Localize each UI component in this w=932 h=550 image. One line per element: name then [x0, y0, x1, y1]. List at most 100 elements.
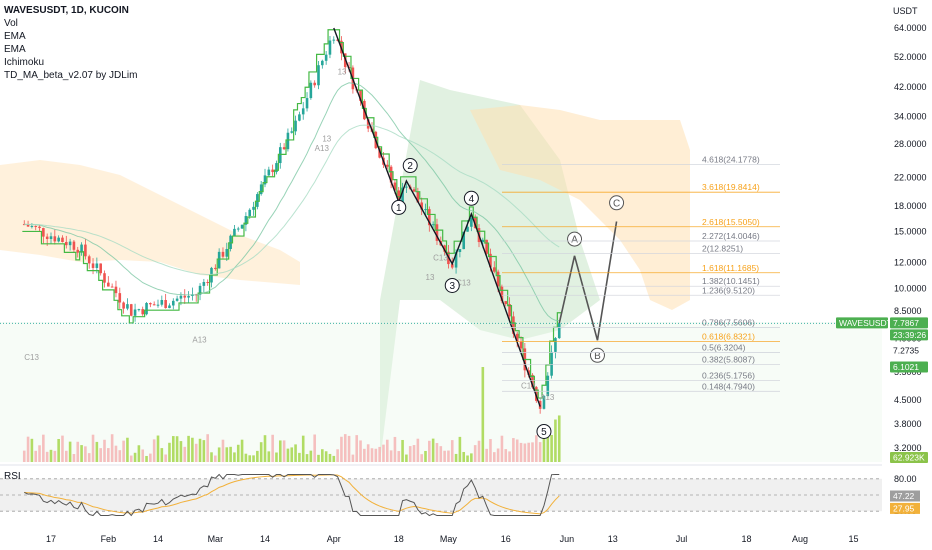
candle-body	[324, 54, 328, 61]
volume-bar	[366, 444, 370, 462]
wave-label-b: B	[589, 347, 605, 363]
volume-bar	[244, 453, 248, 462]
price-label-text: WAVESUSDT	[839, 318, 892, 328]
volume-bar	[248, 455, 252, 462]
candle-body	[542, 396, 546, 409]
td-marker: 13	[322, 134, 331, 143]
candle-body	[515, 333, 519, 342]
volume-bar	[389, 450, 393, 462]
date-tick-label: 15	[848, 534, 858, 544]
volume-bar	[485, 448, 488, 462]
candle-body	[412, 189, 416, 192]
candle-body	[317, 65, 320, 86]
price-tick-label: 3.8000	[894, 419, 922, 429]
candle-body	[378, 148, 381, 158]
price-tick-label: 8.5000	[894, 306, 922, 316]
volume-bar	[156, 435, 160, 462]
volume-bar	[378, 446, 381, 462]
volume-bar	[443, 450, 446, 462]
wave-label-circle	[567, 231, 583, 247]
wave-label-text: 5	[541, 427, 547, 438]
fib-level-label: 4.618(24.1778)	[702, 154, 760, 164]
price-label-volume: 62.923K	[890, 452, 928, 463]
wave-label-text: B	[594, 351, 601, 362]
volume-bar	[137, 445, 141, 462]
volume-bar	[61, 435, 64, 462]
candle-body	[321, 60, 324, 66]
volume-bar	[527, 442, 530, 462]
candle-body	[68, 241, 72, 246]
price-tick-label: 22.0000	[894, 173, 927, 183]
rsi-line	[24, 473, 560, 517]
candle-body	[45, 236, 49, 239]
candle-body	[267, 169, 271, 176]
price-tick-label: 34.0000	[894, 112, 927, 122]
legend-indicator[interactable]: TD_MA_beta_v2.07 by JDLim	[4, 70, 138, 81]
candle-body	[107, 282, 110, 287]
candle-body	[531, 374, 534, 388]
volume-bar	[49, 449, 53, 462]
volume-bar	[294, 444, 297, 462]
candle-body	[57, 237, 60, 242]
volume-bar	[99, 448, 102, 462]
candle-body	[145, 303, 148, 315]
legend-symbol[interactable]: WAVESUSDT, 1D, KUCOIN	[4, 5, 129, 16]
wave-label-2: 2	[402, 158, 418, 174]
legend-indicator[interactable]: Ichimoku	[4, 57, 45, 68]
candle-body	[236, 228, 240, 230]
volume-bar	[68, 441, 72, 462]
volume-bar	[214, 455, 217, 462]
legend: WAVESUSDT, 1D, KUCOIN Vol EMA EMA Ichimo…	[4, 4, 137, 82]
wave-label-3: 3	[444, 277, 460, 293]
volume-bar	[76, 441, 80, 462]
price-label-ema2: 6.1021	[890, 361, 928, 373]
candle-body	[160, 299, 164, 305]
candle-body	[401, 187, 404, 208]
candle-body	[508, 304, 511, 317]
volume-bar	[321, 449, 324, 462]
legend-indicator[interactable]: Vol	[4, 18, 18, 29]
candle-body	[554, 338, 557, 352]
price-tick-label: 10.0000	[894, 283, 927, 293]
candle-body	[179, 295, 183, 299]
rsi-value-bg	[890, 490, 920, 502]
candle-body	[248, 209, 252, 217]
candle-body	[133, 309, 137, 316]
volume-bar	[504, 449, 508, 462]
volume-bar	[428, 440, 431, 462]
date-tick-label: Apr	[327, 534, 341, 544]
td-ma-line	[22, 29, 562, 399]
legend-indicator[interactable]: EMA	[4, 31, 26, 42]
volume-bar	[450, 440, 454, 462]
volume-bar	[160, 448, 164, 462]
candle-body	[492, 267, 496, 272]
td-marker: A13	[540, 393, 555, 402]
candle-body	[225, 248, 229, 257]
candle-body	[328, 40, 332, 55]
candle-body	[26, 224, 30, 227]
candle-body	[202, 282, 206, 286]
candles-group	[22, 35, 561, 414]
fib-level-label: 2.272(14.0046)	[702, 231, 760, 241]
rsi-value-label: 27.95	[890, 502, 920, 514]
price-label-text: 7.7867	[893, 318, 919, 328]
candle-body	[152, 304, 156, 306]
price-label-text: 23:39:26	[893, 330, 926, 340]
candle-body	[450, 264, 454, 268]
rsi-pane-label[interactable]: RSI	[4, 471, 21, 482]
candle-body	[99, 263, 102, 274]
legend-indicator[interactable]: EMA	[4, 44, 26, 55]
date-tick-label: 16	[501, 534, 511, 544]
rsi-value-bg	[890, 502, 920, 514]
wave-label-text: 4	[469, 194, 475, 205]
candle-body	[278, 147, 282, 164]
volume-bar	[187, 435, 190, 462]
ema-line	[24, 124, 560, 276]
date-tick-label: Mar	[208, 534, 224, 544]
volume-bar	[168, 442, 171, 462]
rsi-ma-line	[24, 474, 560, 515]
candle-body	[466, 226, 469, 232]
volume-bar	[282, 440, 286, 462]
